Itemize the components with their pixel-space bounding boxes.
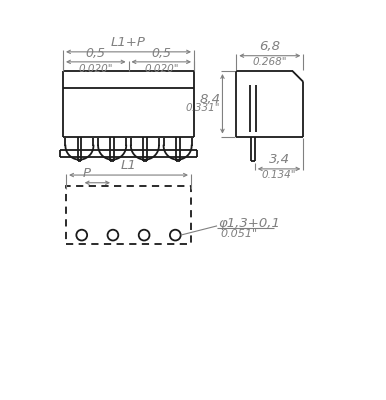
- Text: φ1,3+0,1: φ1,3+0,1: [218, 217, 281, 230]
- Text: 0.020": 0.020": [144, 64, 178, 74]
- Text: 0.020": 0.020": [78, 64, 113, 74]
- Text: 0,5: 0,5: [151, 46, 171, 60]
- Text: L1: L1: [121, 159, 136, 172]
- Text: 0.051": 0.051": [220, 228, 257, 238]
- Text: 6,8: 6,8: [259, 40, 280, 53]
- Text: L1+P: L1+P: [111, 36, 146, 49]
- Text: 0,5: 0,5: [86, 46, 106, 60]
- Bar: [66, 186, 191, 244]
- Text: 0.331": 0.331": [186, 104, 220, 114]
- Text: P: P: [83, 167, 91, 180]
- Text: 8,4: 8,4: [199, 93, 220, 106]
- Text: 0.134": 0.134": [262, 170, 296, 180]
- Text: 3,4: 3,4: [269, 153, 290, 166]
- Text: 0.268": 0.268": [252, 57, 287, 67]
